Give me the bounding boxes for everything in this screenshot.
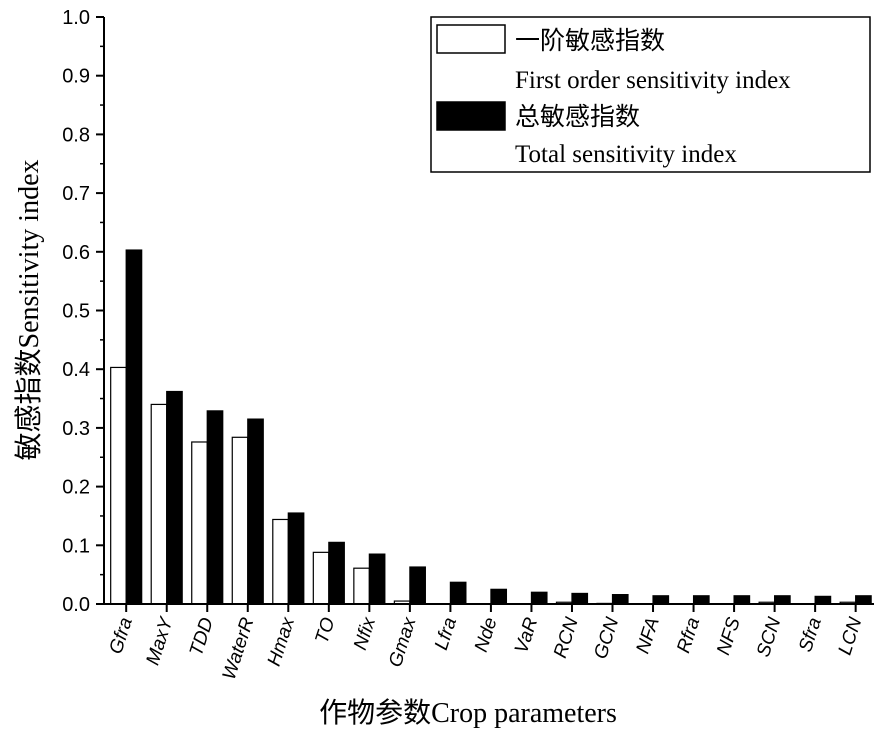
bar-total-nfa: [652, 595, 670, 605]
bar-total-gfra: [125, 249, 143, 605]
bar-first-order-waterr: [231, 436, 249, 605]
x-tick-label-gmax: Gmax: [385, 614, 421, 670]
bar-total-nde: [490, 588, 508, 605]
y-ticks-layer: 0.0 0.1 0.2 0.3 0.4 0.5 0.6 0.7 0.8 0.9 1.0: [62, 7, 104, 616]
y-tick-label: 0.7: [62, 183, 90, 205]
bar-total-waterr: [247, 418, 264, 605]
legend-swatch-total: [436, 101, 506, 131]
y-tick-label: 0.2: [62, 477, 90, 499]
bar-total-rcn: [571, 592, 589, 605]
y-tick-label: 0.4: [62, 359, 90, 381]
x-tick-label-rfra: Rfra: [673, 615, 704, 656]
bar-total-scn: [774, 595, 791, 605]
bar-total-maxy: [166, 390, 183, 605]
x-tick-label-tdd: TDD: [186, 615, 218, 659]
bar-total-to: [328, 541, 345, 605]
bar-total-sfra: [814, 595, 832, 605]
x-tick-label-hmax: Hmax: [264, 614, 300, 669]
legend: 一阶敏感指数 First order sensitivity index 总敏感…: [430, 16, 871, 173]
bar-total-gcn: [611, 594, 629, 605]
bar-total-nfs: [733, 595, 751, 605]
bar-first-order-to: [312, 551, 330, 605]
y-tick-label: 1.0: [62, 7, 90, 29]
x-tick-label-rcn: RCN: [550, 615, 583, 661]
x-tick-label-maxy: MaxY: [142, 614, 177, 668]
bar-total-tdd: [206, 410, 224, 605]
x-tick-label-lfra: Lfra: [431, 615, 461, 653]
bar-first-order-hmax: [272, 518, 289, 605]
legend-label-first-order-cn: 一阶敏感指数: [515, 27, 665, 55]
x-tick-label-nfs: NFS: [713, 615, 745, 658]
legend-label-first-order-en: First order sensitivity index: [515, 67, 791, 94]
x-tick-label-gfra: Gfra: [106, 615, 137, 657]
x-tick-label-lcn: LCN: [835, 615, 867, 658]
bar-total-lfra: [449, 581, 467, 605]
bar-total-nfix: [368, 553, 386, 605]
x-tick-label-nfa: NFA: [633, 615, 664, 656]
bar-first-order-nfix: [353, 567, 370, 605]
y-tick-label: 0.3: [62, 418, 90, 440]
bars-layer: [110, 249, 872, 605]
bar-total-rfra: [692, 595, 710, 605]
legend-label-total-en: Total sensitivity index: [515, 141, 737, 168]
y-axis-title: 敏感指数Sensitivity index: [13, 159, 45, 460]
bar-total-gmax: [409, 566, 426, 605]
bar-total-lcn: [855, 595, 872, 605]
x-tick-label-scn: SCN: [753, 615, 785, 660]
y-tick-label: 0.9: [62, 66, 90, 88]
bar-first-order-maxy: [150, 403, 168, 605]
y-tick-label: 0.0: [62, 594, 90, 616]
x-tick-label-nde: Nde: [471, 615, 502, 655]
x-tick-label-gcn: GCN: [590, 615, 623, 662]
x-ticks-layer: Gfra MaxY TDD WaterR Hmax TO Nfix Gmax Lfra Nde Va…: [106, 604, 867, 682]
y-tick-label: 0.8: [62, 124, 90, 146]
x-tick-label-nfix: Nfix: [350, 614, 381, 653]
x-axis-title: 作物参数Crop parameters: [319, 697, 617, 729]
x-tick-label-var: VaR: [511, 615, 542, 656]
x-tick-label-waterr: WaterR: [219, 615, 259, 683]
y-tick-label: 0.5: [62, 301, 90, 323]
bar-first-order-gfra: [110, 366, 127, 605]
legend-label-total-cn: 总敏感指数: [515, 103, 640, 131]
x-tick-label-sfra: Sfra: [795, 615, 826, 655]
bar-first-order-tdd: [191, 441, 208, 605]
y-tick-label: 0.1: [62, 535, 90, 557]
x-tick-label-to: TO: [312, 615, 340, 646]
legend-swatch-first-order: [436, 24, 506, 54]
y-tick-label: 0.6: [62, 242, 90, 264]
bar-total-var: [530, 591, 548, 605]
bar-total-hmax: [287, 512, 305, 605]
